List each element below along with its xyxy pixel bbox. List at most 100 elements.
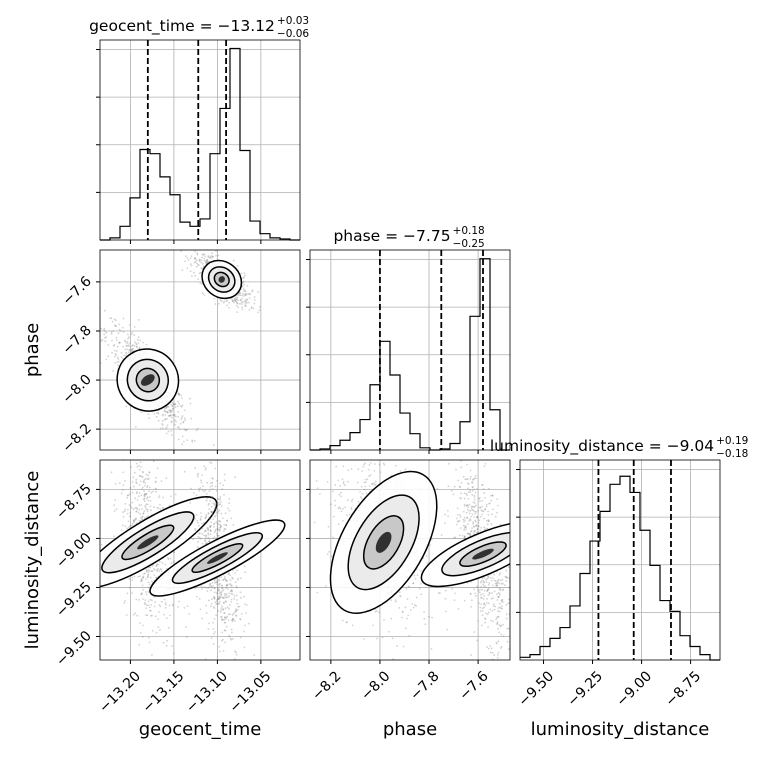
sample-point <box>471 481 473 483</box>
sample-point <box>194 529 197 532</box>
sample-point <box>190 417 193 420</box>
sample-point <box>472 455 474 457</box>
sample-point <box>416 574 419 576</box>
sample-point <box>207 529 210 531</box>
sample-point <box>163 418 166 421</box>
sample-point <box>228 604 231 606</box>
sample-point <box>472 478 475 481</box>
sample-point <box>469 592 472 595</box>
sample-point <box>221 596 224 599</box>
sample-point <box>398 607 401 609</box>
sample-point <box>346 621 349 623</box>
sample-point <box>244 603 246 605</box>
sample-point <box>153 574 156 577</box>
sample-point <box>383 464 386 466</box>
sample-point <box>204 255 207 258</box>
x-tick-label: −8.75 <box>663 668 705 710</box>
sample-point <box>189 502 192 504</box>
sample-point <box>221 587 223 590</box>
sample-point <box>210 637 213 639</box>
sample-point <box>209 582 212 585</box>
sample-point <box>459 527 462 529</box>
sample-point <box>341 519 344 522</box>
sample-point <box>216 512 219 515</box>
sample-point <box>402 645 405 648</box>
sample-point <box>169 410 172 413</box>
sample-point <box>155 415 158 418</box>
sample-point <box>167 557 169 559</box>
sample-point <box>173 414 176 417</box>
sample-point <box>219 503 222 506</box>
sample-point <box>232 299 234 302</box>
sample-point <box>244 301 247 303</box>
sample-point <box>177 400 180 403</box>
sample-point <box>133 519 135 521</box>
sample-point <box>209 525 212 527</box>
sample-point <box>471 508 474 511</box>
sample-point <box>363 488 366 491</box>
sample-point <box>213 523 216 526</box>
sample-point <box>222 301 225 304</box>
sample-point <box>404 606 407 609</box>
sample-point <box>465 511 468 514</box>
sample-point <box>455 468 457 471</box>
sample-point <box>488 520 490 522</box>
sample-point <box>235 610 238 613</box>
sample-point <box>471 486 474 488</box>
sample-point <box>190 454 192 456</box>
sample-point <box>355 451 357 453</box>
sample-point <box>221 517 224 519</box>
sample-point <box>357 501 360 503</box>
sample-point <box>130 466 133 468</box>
sample-point <box>225 600 228 603</box>
sample-point <box>479 515 482 518</box>
sample-point <box>74 277 76 279</box>
sample-point <box>128 324 131 326</box>
sample-point <box>139 517 142 519</box>
sample-point <box>136 491 138 494</box>
sample-point <box>383 619 385 621</box>
sample-point <box>258 309 261 312</box>
sample-point <box>203 257 206 260</box>
sample-point <box>222 650 225 652</box>
sample-point <box>125 354 127 357</box>
sample-point <box>244 624 247 627</box>
sample-point <box>237 605 240 608</box>
sample-point <box>213 587 216 590</box>
x-tick-label: −9.00 <box>614 668 656 710</box>
sample-point <box>246 299 249 301</box>
sample-point <box>143 500 146 503</box>
sample-point <box>313 521 316 524</box>
sample-point <box>247 301 250 304</box>
sample-point <box>464 478 467 481</box>
sample-point <box>165 407 167 410</box>
sample-point <box>478 519 481 522</box>
sample-point <box>332 490 334 493</box>
sample-point <box>227 306 230 309</box>
sample-point <box>147 515 150 517</box>
sample-point <box>147 571 150 573</box>
sample-point <box>194 260 197 263</box>
sample-point <box>212 606 215 608</box>
sample-point <box>157 411 160 414</box>
sample-point <box>204 537 207 540</box>
sample-point <box>499 602 501 605</box>
sample-point <box>139 575 141 578</box>
sample-point <box>192 538 194 541</box>
sample-point <box>161 423 164 425</box>
sample-point <box>381 636 384 639</box>
sample-point <box>415 596 418 599</box>
sample-point <box>245 304 247 307</box>
sample-point <box>466 517 468 519</box>
sample-point <box>243 630 245 633</box>
sample-point <box>423 617 426 620</box>
sample-point <box>248 297 251 299</box>
sample-point <box>186 257 189 259</box>
sample-point <box>217 528 219 531</box>
sample-point <box>222 596 224 599</box>
sample-point <box>494 580 497 582</box>
sample-point <box>148 586 150 589</box>
sample-point <box>475 525 478 527</box>
sample-point <box>183 440 185 443</box>
sample-point <box>213 598 216 600</box>
